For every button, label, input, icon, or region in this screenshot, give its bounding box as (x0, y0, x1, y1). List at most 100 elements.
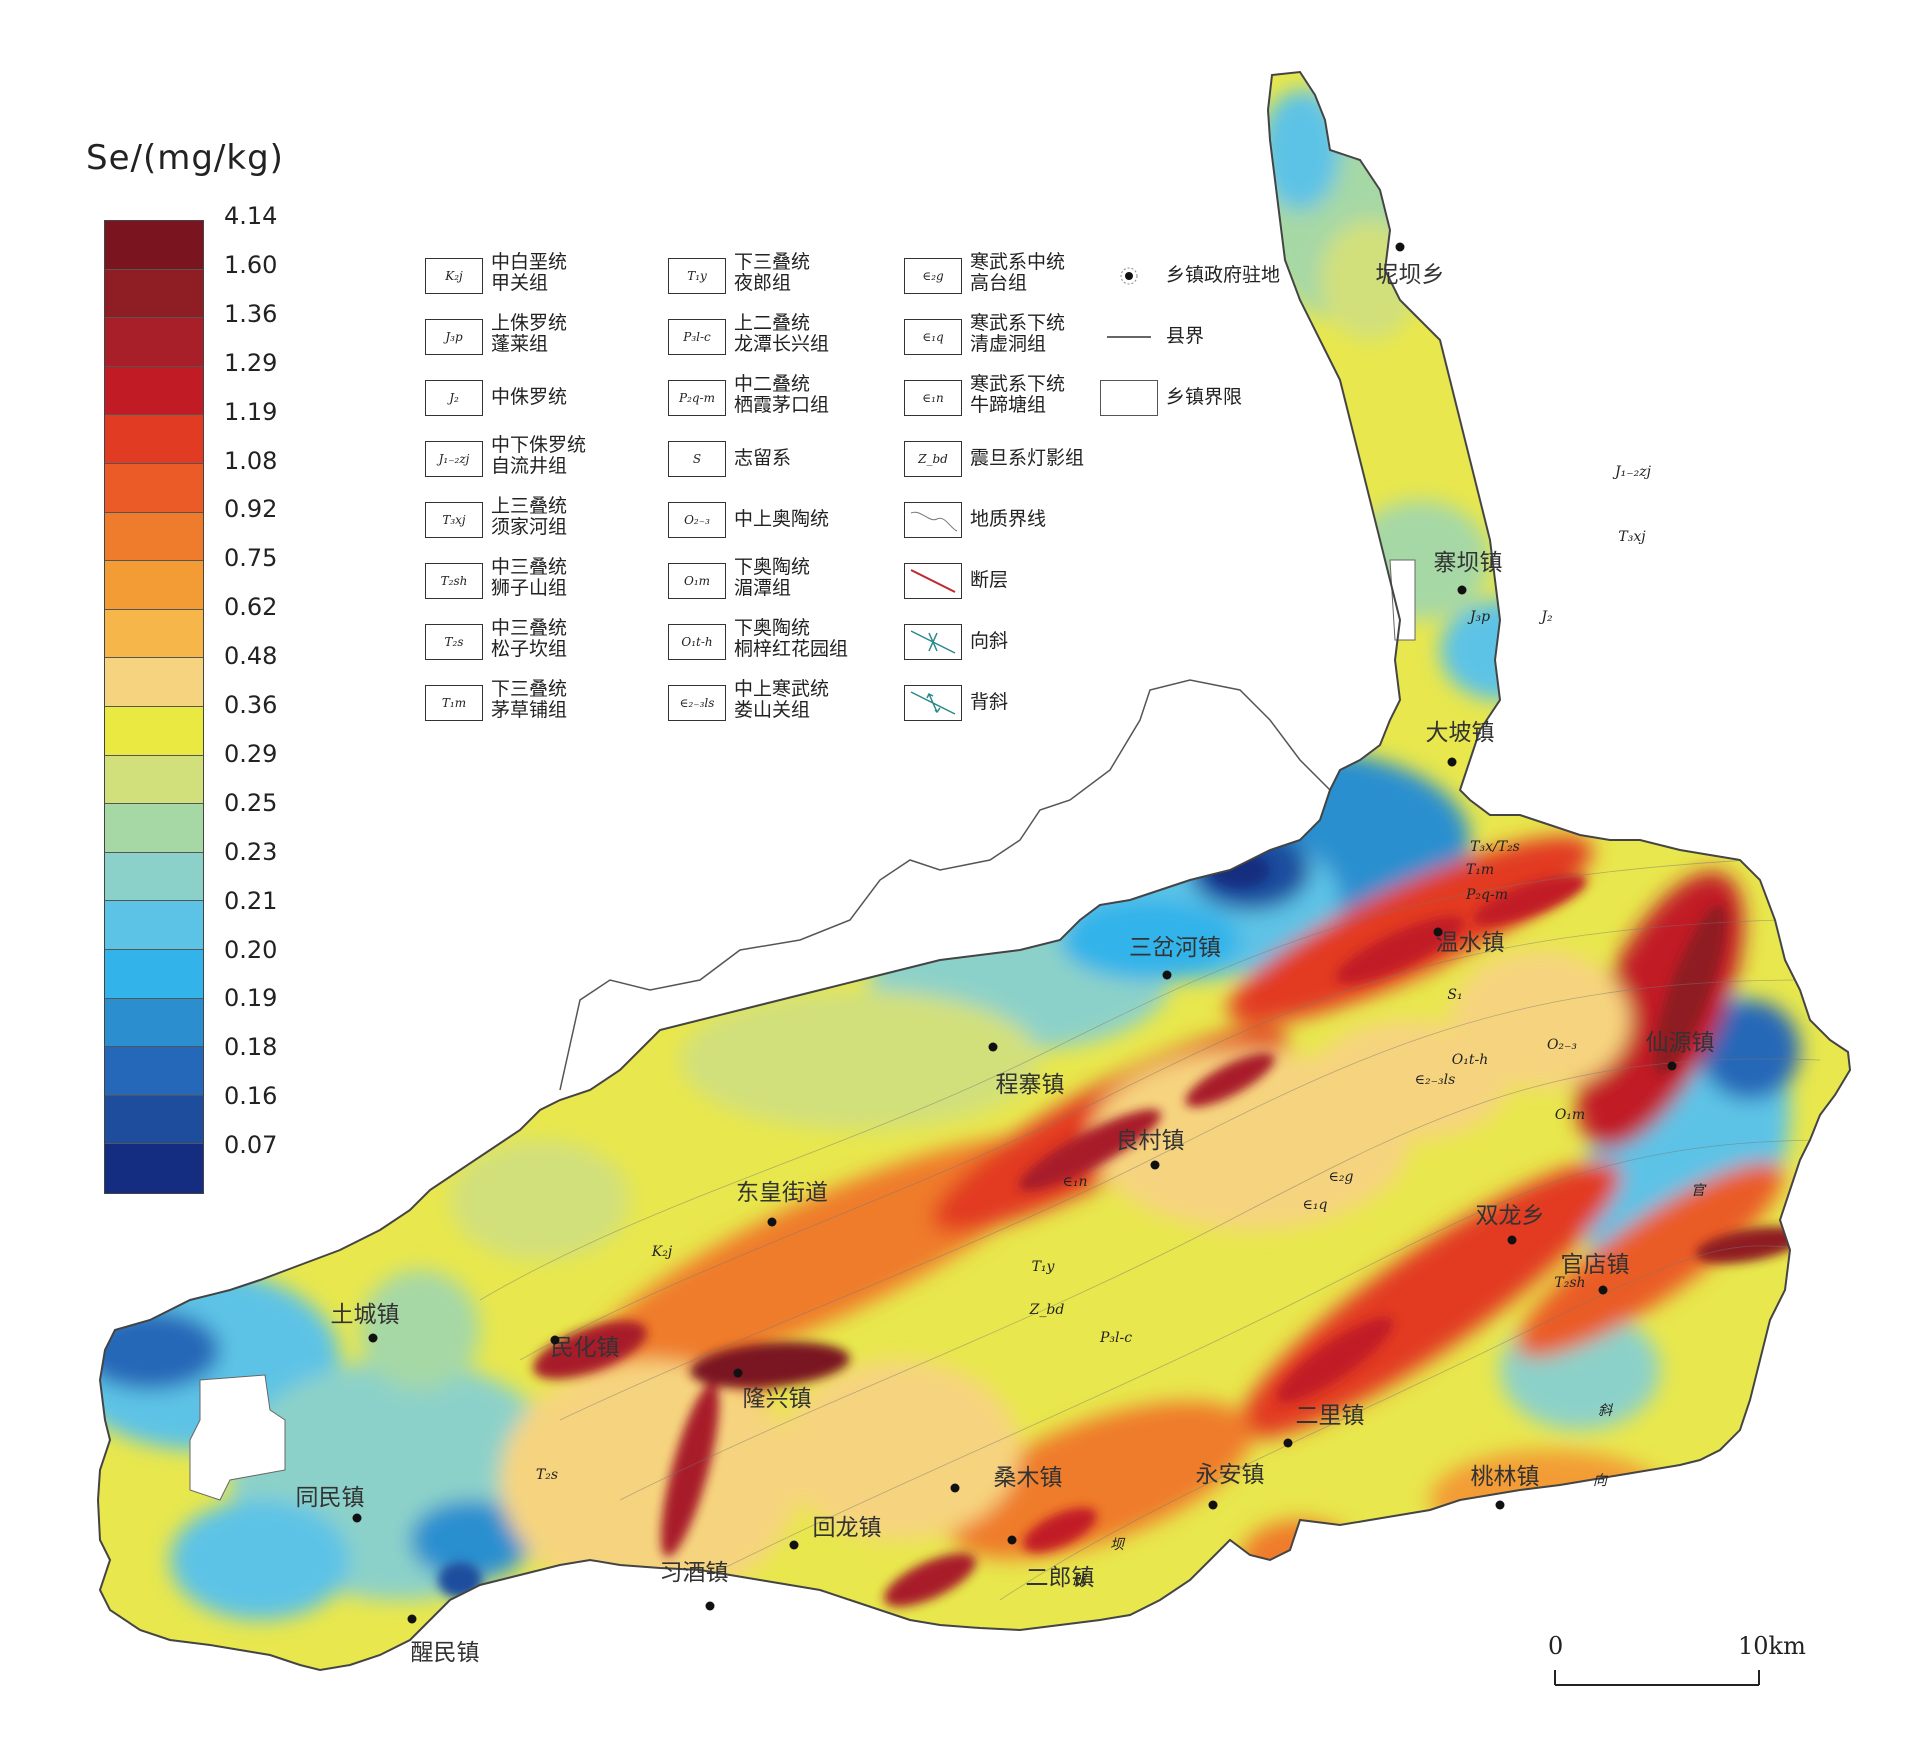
legend-item: 地质界线 (904, 496, 1134, 546)
geo-line-icon (904, 502, 962, 538)
unmapped-hole (189, 1374, 286, 1501)
legend-item: 断层 (904, 557, 1134, 607)
geo-formation-label: O₂₋₃ (1546, 1037, 1578, 1053)
legend-label: 乡镇界限 (1166, 387, 1242, 408)
legend-label-line1: 中下侏罗统 (491, 434, 587, 456)
town-seat-marker (1395, 242, 1405, 252)
town-seat-marker (1598, 1285, 1608, 1295)
colorbar-label: 0.92 (224, 495, 278, 524)
unmapped-hole-2 (1389, 559, 1416, 641)
legend-code-box: O₁m (668, 563, 726, 599)
legend-code-box: T₂sh (425, 563, 483, 599)
geo-formation-label: P₃l-c (1099, 1330, 1133, 1346)
colorbar-label: 4.14 (224, 202, 278, 230)
geo-formation-label: ∈₁q (1302, 1197, 1328, 1213)
legend-label: 志留系 (734, 448, 791, 469)
legend-label-line2: 狮子山组 (491, 577, 568, 599)
legend-label-line1: 中侏罗统 (491, 386, 568, 408)
legend-label-line1: 下奥陶统 (734, 617, 811, 639)
legend-label-line2: 茅草铺组 (491, 699, 568, 721)
colorbar-label: 1.08 (224, 446, 278, 475)
legend-label-line1: 下三叠统 (491, 678, 568, 700)
legend-code-box: J₁₋₂zj (425, 441, 483, 477)
town-label: 双龙乡 (1475, 1203, 1545, 1229)
legend-item: K₂j 中白垩统 甲关组 (425, 252, 655, 302)
colorbar-swatch (105, 269, 203, 319)
town-seat-icon (1100, 258, 1158, 294)
legend-label: 上二叠统 龙潭长兴组 (734, 313, 829, 355)
colorbar (104, 220, 204, 1194)
legend-label-line1: 上二叠统 (734, 312, 811, 334)
legend-label-line2: 湄潭组 (734, 577, 792, 599)
colorbar-swatch (105, 415, 203, 464)
legend-item: T₃xj 上三叠统 须家河组 (425, 496, 655, 546)
colorbar-label: 1.29 (224, 348, 278, 377)
town-seat-marker (1447, 757, 1457, 767)
legend-label: 寒武系下统 牛蹄塘组 (970, 374, 1065, 416)
legend-label-line2: 自流井组 (491, 455, 568, 477)
legend-label-line1: 县界 (1166, 325, 1205, 347)
legend-label-line1: 乡镇界限 (1166, 386, 1243, 408)
legend-label-line1: 下奥陶统 (734, 556, 811, 578)
town-label: 二郎镇 (1025, 1565, 1095, 1591)
legend-label-line2: 栖霞茅口组 (734, 394, 830, 416)
colorbar-swatch (105, 366, 203, 416)
geo-formation-label: 官 (1691, 1183, 1705, 1199)
county-line-icon (1100, 319, 1158, 355)
anticline-icon (904, 685, 962, 721)
legend-label-line1: 寒武系中统 (970, 251, 1066, 273)
legend-item: O₁t-h 下奥陶统 桐梓红花园组 (668, 618, 898, 668)
town-label: 永安镇 (1195, 1462, 1265, 1488)
legend-label-line2: 蓬莱组 (491, 333, 549, 355)
legend-label-line1: 中白垩统 (491, 251, 568, 273)
legend-label-line2: 桐梓红花园组 (734, 638, 849, 660)
town-seat-marker (1507, 1235, 1517, 1245)
legend-code-box: Z_bd (904, 441, 962, 477)
colorbar-swatch (105, 998, 203, 1048)
town-seat-marker (705, 1601, 715, 1611)
colorbar-swatch (105, 901, 203, 950)
town-label: 寨坝镇 (1433, 550, 1503, 576)
legend-item: P₂q-m 中二叠统 栖霞茅口组 (668, 374, 898, 424)
town-seat-marker (1433, 927, 1443, 937)
legend-label-line1: 志留系 (734, 447, 792, 469)
legend-item: S 志留系 (668, 435, 898, 485)
geo-formation-label: 坝 (1110, 1537, 1124, 1553)
legend-label: 中三叠统 松子坎组 (491, 618, 567, 660)
geo-formation-label: J₂ (1541, 609, 1553, 625)
colorbar-label: 0.18 (224, 1033, 278, 1062)
legend-item: ∈₂g 寒武系中统 高台组 (904, 252, 1134, 302)
geo-formation-label: ∈₂g (1328, 1169, 1354, 1185)
colorbar-swatch (105, 658, 203, 707)
legend-label: 中下侏罗统 自流井组 (491, 435, 586, 477)
geo-formation-label: T₂sh (1554, 1275, 1586, 1291)
geo-formation-label: ∈₁n (1062, 1174, 1088, 1190)
legend-label: 寒武系下统 清虚洞组 (970, 313, 1065, 355)
legend-label: 寒武系中统 高台组 (970, 252, 1065, 294)
legend-label: 断层 (970, 570, 1008, 591)
legend-label: 乡镇政府驻地 (1166, 265, 1280, 286)
colorbar-label: 0.07 (224, 1131, 278, 1160)
town-seat-marker (950, 1483, 960, 1493)
legend-label-line2: 牛蹄塘组 (970, 394, 1047, 416)
town-label: 二里镇 (1295, 1403, 1365, 1429)
legend-code-box: K₂j (425, 258, 483, 294)
legend-label-line1: 中二叠统 (734, 373, 811, 395)
town-label: 习酒镇 (659, 1560, 729, 1586)
legend-label: 上三叠统 须家河组 (491, 496, 567, 538)
legend-code-box: ∈₂₋₃ls (668, 685, 726, 721)
legend-item: T₁y 下三叠统 夜郎组 (668, 252, 898, 302)
legend-label-line1: 地质界线 (970, 508, 1047, 530)
legend-label: 县界 (1166, 326, 1204, 347)
legend-label-line2: 甲关组 (491, 272, 549, 294)
colorbar-swatch (105, 804, 203, 853)
geo-formation-label: K₂j (651, 1244, 673, 1260)
legend-label: 背斜 (970, 692, 1008, 713)
legend-item: ∈₁q 寒武系下统 清虚洞组 (904, 313, 1134, 363)
legend-item: 乡镇界限 (1100, 374, 1330, 424)
legend-label: 下奥陶统 湄潭组 (734, 557, 810, 599)
town-label: 土城镇 (330, 1302, 400, 1328)
scale-zero-label: 0 (1548, 1632, 1564, 1660)
colorbar-label: 1.60 (224, 250, 278, 279)
legend-label-line2: 须家河组 (491, 516, 568, 538)
